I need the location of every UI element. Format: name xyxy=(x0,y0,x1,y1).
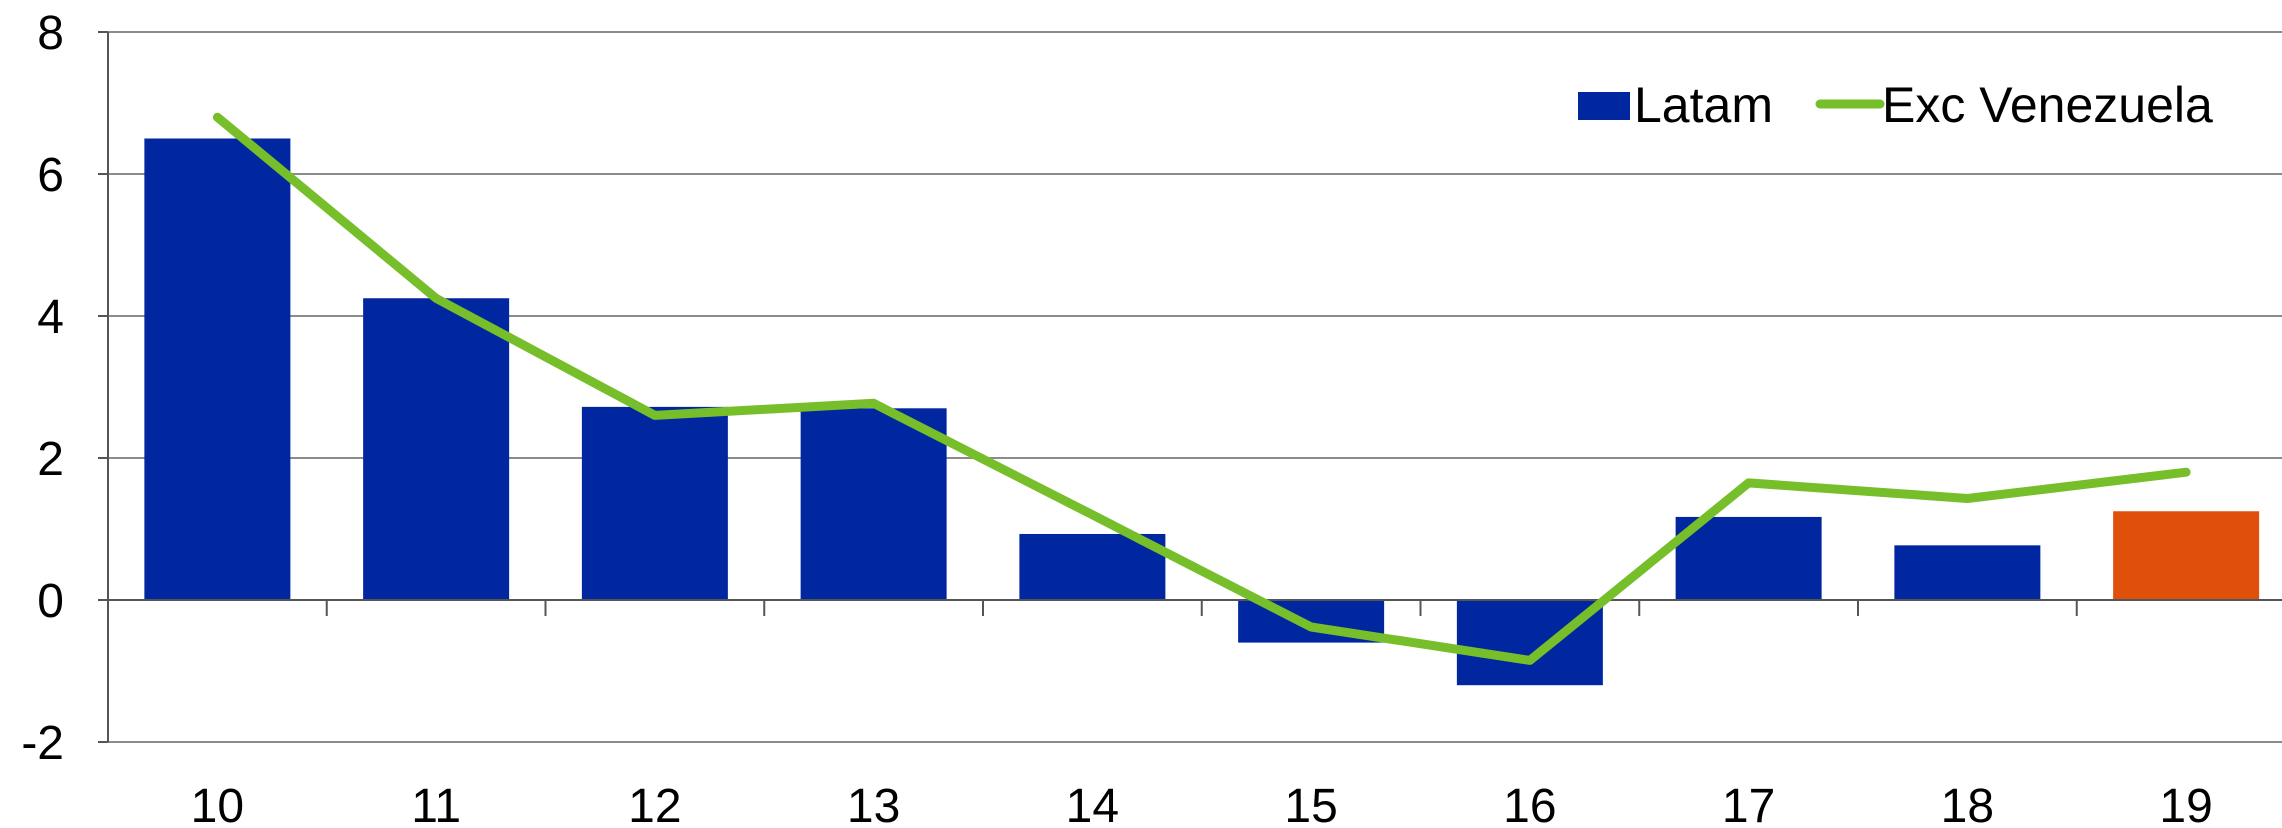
x-tick-label: 18 xyxy=(1941,780,1994,828)
x-tick-label: 15 xyxy=(1284,780,1337,828)
legend-label-latam: Latam xyxy=(1634,77,1773,133)
legend-swatch-latam xyxy=(1578,92,1630,120)
legend: Latam Exc Venezuela xyxy=(1578,77,2213,133)
line-exc-venezuela xyxy=(212,112,2191,665)
y-tick-label: 8 xyxy=(37,7,64,60)
x-tick-label: 10 xyxy=(191,780,244,828)
x-tick-label: 11 xyxy=(411,780,461,828)
x-tick-label: 19 xyxy=(2159,780,2212,828)
legend-label-exc-venezuela: Exc Venezuela xyxy=(1882,77,2213,133)
line-series xyxy=(212,112,2191,665)
bar-16 xyxy=(1456,600,1603,686)
bar-17 xyxy=(1675,516,1822,600)
bar-19 xyxy=(2113,511,2260,600)
x-tick-label: 12 xyxy=(628,780,681,828)
bar-10 xyxy=(144,138,291,600)
x-tick-label: 13 xyxy=(847,780,900,828)
x-tick-label: 16 xyxy=(1503,780,1556,828)
bar-14 xyxy=(1019,533,1166,600)
y-tick-label: 6 xyxy=(37,149,64,202)
x-axis-tick-labels: 10 11 12 13 14 15 16 17 18 19 xyxy=(191,780,2213,828)
y-tick-label: 2 xyxy=(37,433,64,486)
bar-12 xyxy=(581,406,728,600)
bar-13 xyxy=(800,408,947,600)
bar-series xyxy=(144,138,2260,686)
axes xyxy=(107,32,2282,742)
bar-18 xyxy=(1894,545,2041,600)
y-tick-label: 4 xyxy=(37,291,64,344)
y-tick-label: 0 xyxy=(37,575,64,628)
y-tick-label: -2 xyxy=(21,717,64,770)
x-tick-label: 14 xyxy=(1066,780,1119,828)
y-axis-tick-labels: 8 6 4 2 0 -2 xyxy=(21,7,64,770)
x-tick-label: 17 xyxy=(1722,780,1775,828)
bar-11 xyxy=(363,298,510,600)
